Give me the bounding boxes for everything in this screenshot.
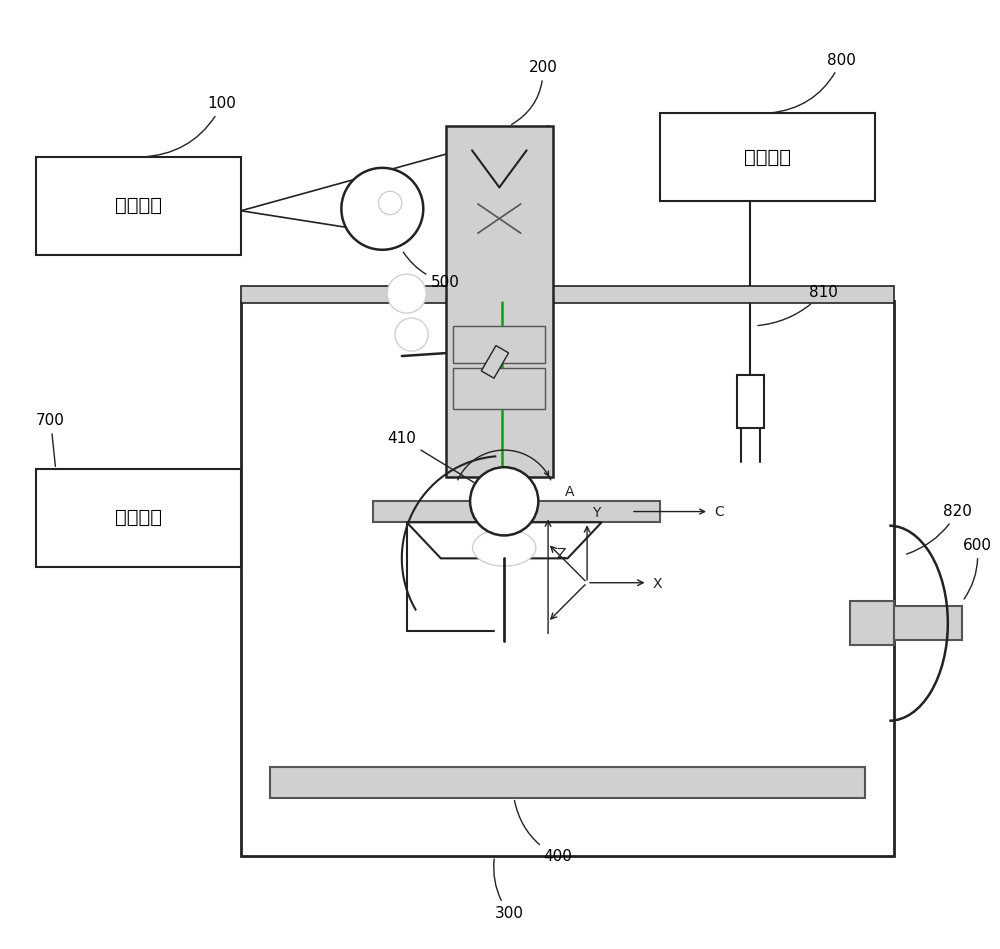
Text: 820: 820 bbox=[907, 504, 972, 554]
Text: A: A bbox=[565, 486, 575, 499]
Text: 真空系统: 真空系统 bbox=[115, 509, 162, 528]
Circle shape bbox=[341, 168, 423, 250]
Bar bbox=[36, 158, 241, 254]
Bar bbox=[36, 469, 241, 567]
Bar bbox=[270, 767, 865, 798]
Bar bbox=[241, 286, 894, 304]
Circle shape bbox=[387, 274, 426, 313]
Text: 600: 600 bbox=[962, 538, 991, 599]
Text: 500: 500 bbox=[403, 252, 460, 289]
Text: 700: 700 bbox=[36, 413, 65, 466]
Text: 400: 400 bbox=[514, 800, 572, 865]
Bar bbox=[850, 602, 894, 645]
Text: 810: 810 bbox=[758, 285, 838, 326]
Text: 800: 800 bbox=[770, 52, 856, 113]
Text: 惰性气体: 惰性气体 bbox=[744, 148, 791, 167]
Bar bbox=[446, 126, 553, 477]
Text: C: C bbox=[714, 506, 724, 519]
Bar bbox=[894, 606, 962, 641]
Bar bbox=[453, 367, 545, 409]
Text: X: X bbox=[652, 577, 662, 590]
Text: 100: 100 bbox=[141, 97, 237, 157]
Text: Y: Y bbox=[592, 507, 600, 520]
Bar bbox=[241, 302, 894, 856]
Text: 410: 410 bbox=[387, 431, 475, 483]
Circle shape bbox=[395, 318, 428, 351]
Text: 200: 200 bbox=[511, 61, 557, 124]
Circle shape bbox=[470, 467, 538, 535]
Bar bbox=[737, 375, 764, 428]
Bar bbox=[453, 326, 545, 363]
Text: 300: 300 bbox=[494, 859, 523, 921]
Text: 控制系统: 控制系统 bbox=[115, 196, 162, 215]
Bar bbox=[481, 345, 509, 379]
Bar bbox=[660, 113, 875, 201]
Ellipse shape bbox=[473, 530, 536, 567]
Text: Z: Z bbox=[556, 548, 565, 562]
Bar bbox=[373, 501, 660, 522]
Circle shape bbox=[378, 192, 402, 214]
